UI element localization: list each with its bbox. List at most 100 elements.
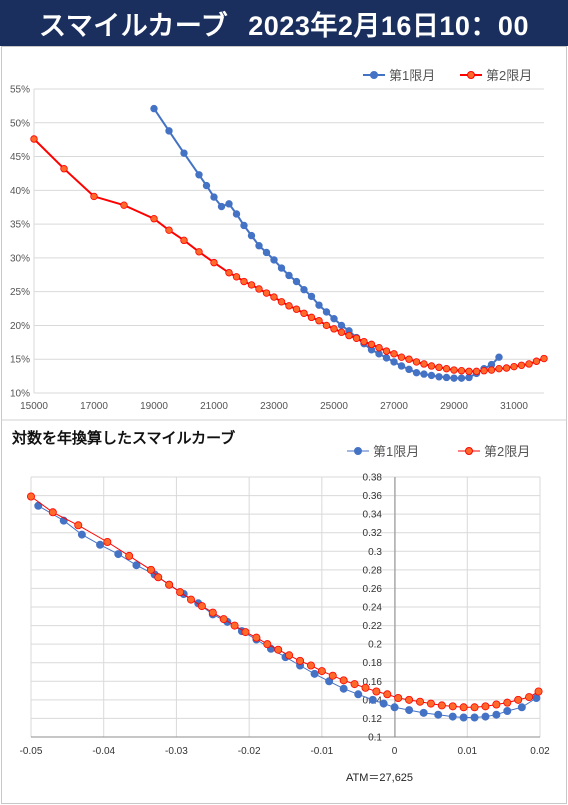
y-tick-label: 25% (10, 287, 30, 298)
data-point (317, 667, 326, 676)
data-point (375, 344, 383, 352)
data-point (277, 298, 286, 306)
data-point (165, 580, 174, 589)
data-point (285, 651, 294, 660)
data-point (525, 360, 533, 368)
data-point (230, 621, 239, 630)
data-point (352, 334, 361, 342)
data-point (150, 215, 158, 223)
data-point (96, 540, 105, 549)
data-point (390, 358, 398, 366)
data-point (360, 337, 368, 346)
y-tick-label: 20% (10, 321, 30, 332)
y-tick-label: 0.28 (363, 565, 383, 576)
data-point (330, 325, 338, 333)
data-point (262, 289, 271, 297)
data-point (420, 360, 428, 368)
y-tick-label: 0.22 (363, 621, 383, 632)
data-point (277, 264, 286, 272)
data-point (534, 687, 543, 696)
y-tick-label: 0.12 (363, 714, 383, 725)
data-point (60, 165, 68, 173)
y-tick-label: 0.26 (363, 584, 383, 595)
data-point (442, 364, 451, 373)
x-tick-label: -0.04 (92, 746, 115, 757)
x-tick-label: 23000 (260, 401, 288, 412)
data-point (262, 248, 271, 257)
data-point (90, 192, 98, 201)
data-point (427, 371, 436, 380)
data-point (132, 561, 141, 570)
data-point (263, 640, 272, 649)
y-tick-label: 35% (10, 220, 30, 231)
data-point (502, 364, 511, 372)
x-tick-label: 0.01 (458, 746, 478, 757)
data-point (197, 602, 206, 611)
data-point (390, 350, 398, 358)
data-point (292, 305, 301, 313)
y-tick-label: 0.32 (363, 528, 383, 539)
data-point (339, 676, 348, 685)
legend-label: 第2限月 (484, 444, 530, 459)
data-point (503, 698, 512, 707)
data-point (306, 661, 315, 670)
data-point (470, 713, 479, 722)
y-tick-label: 0.38 (363, 473, 383, 484)
data-point (416, 697, 425, 706)
data-point (270, 256, 278, 264)
legend-label: 第1限月 (373, 444, 419, 459)
data-point (274, 645, 283, 654)
data-point (315, 317, 323, 325)
data-point (372, 687, 381, 696)
data-point (405, 355, 413, 363)
data-point (420, 370, 428, 378)
data-point (345, 331, 353, 340)
data-point (412, 369, 421, 377)
data-point (225, 269, 233, 277)
data-point (208, 608, 217, 617)
data-point (300, 285, 308, 294)
data-point (350, 680, 359, 689)
data-point (210, 258, 218, 267)
data-point (495, 364, 503, 373)
data-point (186, 595, 195, 604)
banner-title-main: スマイルカーブ (39, 10, 229, 41)
data-point (470, 703, 479, 712)
data-point (339, 684, 348, 693)
x-tick-label: 31000 (500, 401, 528, 412)
data-point (285, 271, 293, 280)
data-point (412, 358, 421, 366)
data-point (450, 374, 458, 382)
data-point (120, 201, 128, 209)
data-point (252, 633, 261, 642)
data-point (495, 353, 503, 361)
y-tick-label: 0.34 (363, 510, 383, 521)
data-point (510, 362, 518, 371)
data-point (457, 374, 466, 382)
data-point (394, 694, 403, 703)
data-point (492, 710, 501, 719)
data-point (77, 530, 86, 539)
data-point (405, 365, 413, 374)
x-tick-label: -0.05 (20, 746, 43, 757)
y-tick-label: 0.3 (368, 547, 382, 558)
data-point (383, 690, 392, 699)
data-point (180, 236, 188, 245)
y-tick-label: 10% (10, 389, 30, 400)
data-point (405, 706, 414, 715)
data-point (26, 492, 35, 501)
legend-swatch-marker (467, 71, 475, 79)
data-point (517, 361, 526, 370)
data-point (241, 628, 250, 637)
data-point (103, 538, 112, 547)
data-point (48, 508, 57, 517)
data-point (210, 193, 218, 201)
data-point (322, 308, 331, 316)
data-point (435, 363, 443, 372)
data-point (240, 277, 248, 286)
data-point (472, 367, 481, 376)
data-point (481, 702, 490, 711)
data-point (219, 615, 228, 624)
data-point (328, 671, 337, 680)
data-point (176, 588, 185, 597)
